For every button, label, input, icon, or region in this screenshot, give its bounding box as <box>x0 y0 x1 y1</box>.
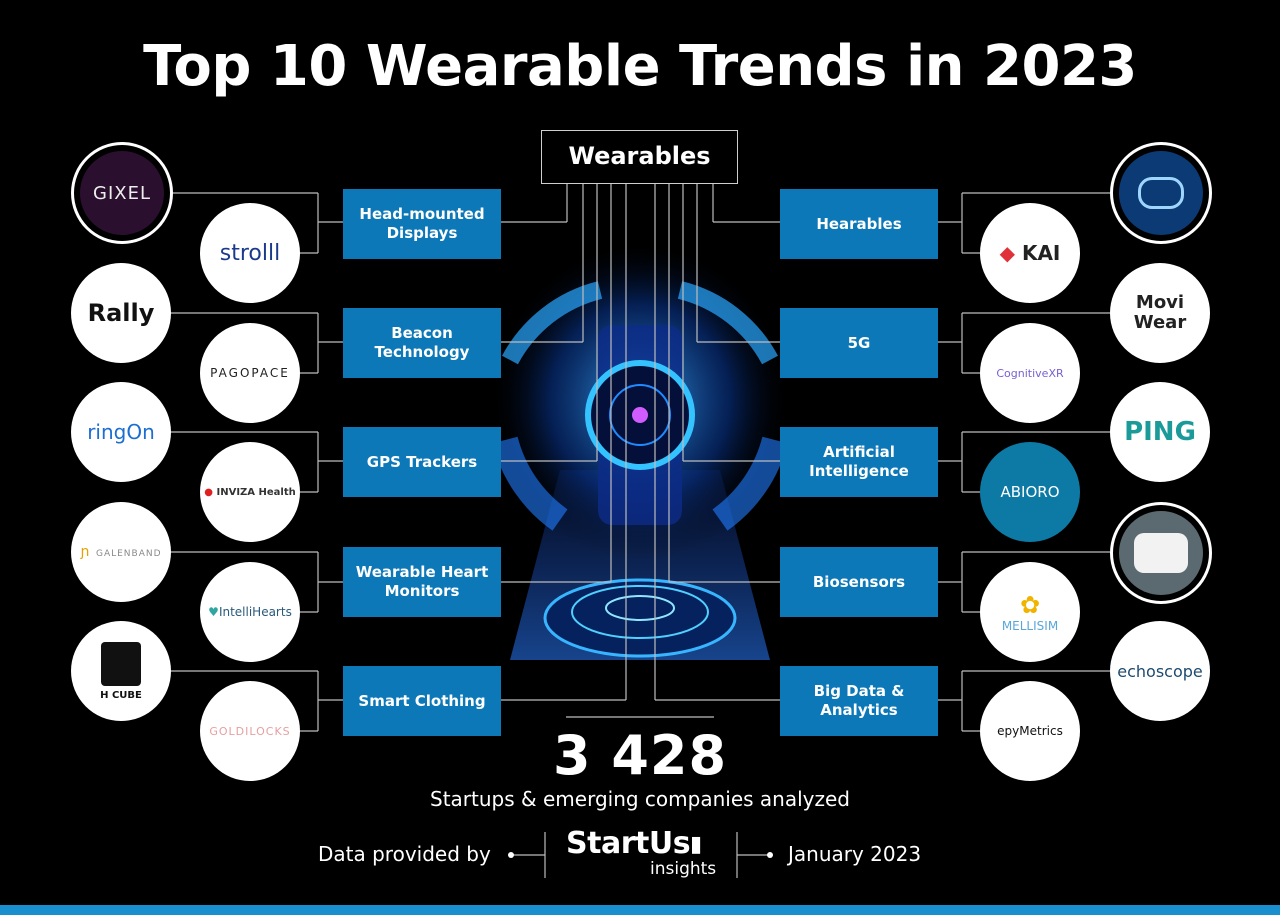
hologram-illustration <box>490 240 790 660</box>
bar-chart-icon: ▮ <box>690 832 703 857</box>
startup-count: 3 428 <box>552 724 728 787</box>
brand-main: StartUs <box>566 826 691 861</box>
inviza-health-label: INVIZA Health <box>216 486 296 498</box>
logo-echoscope: echoscope <box>1110 621 1210 721</box>
logo-strolll: strolll <box>200 203 300 303</box>
logo-ping: PING <box>1110 382 1210 482</box>
trend-biosensors: Biosensors <box>780 547 938 617</box>
logo-moviwear: Movi Wear <box>1110 263 1210 363</box>
trend-5g: 5G <box>780 308 938 378</box>
hub-label: Wearables <box>541 130 738 184</box>
startup-count-caption: Startups & emerging companies analyzed <box>430 787 850 811</box>
trend-artificial-intelligence: Artificial Intelligence <box>780 427 938 497</box>
trend-hearables: Hearables <box>780 189 938 259</box>
logo-h-cube: H CUBE <box>71 621 171 721</box>
logo-goldilocks: GOLDILOCKS <box>200 681 300 781</box>
logo-rally: Rally <box>71 263 171 363</box>
logo-epymetrics: epyMetrics <box>980 681 1080 781</box>
logo-ringon: ringOn <box>71 382 171 482</box>
logo-abioro: ABIORO <box>980 442 1080 542</box>
logo-mellisim: ✿ MELLISIM <box>980 562 1080 662</box>
logo-gixel: GIXEL <box>74 145 170 241</box>
oval-logo-mark <box>1138 177 1184 209</box>
h-cube-label: H CUBE <box>100 689 142 701</box>
report-date: January 2023 <box>788 842 922 866</box>
logo-galenband: ɲ GALENBAND <box>71 502 171 602</box>
trend-head-mounted-displays: Head-mounted Displays <box>343 189 501 259</box>
page-title: Top 10 Wearable Trends in 2023 <box>143 34 1137 99</box>
mellisim-label: MELLISIM <box>1001 619 1059 633</box>
trend-wearable-heart-monitors: Wearable Heart Monitors <box>343 547 501 617</box>
logo-pagopace: PAGOPACE <box>200 323 300 423</box>
logo-device-photo <box>1113 505 1209 601</box>
logo-inviza-health: ● INVIZA Health <box>200 442 300 542</box>
brand-sub: insights <box>650 859 717 879</box>
galenband-label: GALENBAND <box>95 549 162 559</box>
intellihearts-label: IntelliHearts <box>218 605 292 619</box>
startus-insights-logo: StartUs▮ insights <box>566 826 716 880</box>
logo-oval-device <box>1113 145 1209 241</box>
trend-smart-clothing: Smart Clothing <box>343 666 501 736</box>
logo-intellihearts: ♥IntelliHearts <box>200 562 300 662</box>
device-photo-mark <box>1134 533 1188 573</box>
trend-big-data-analytics: Big Data & Analytics <box>780 666 938 736</box>
logo-kai: ◆ KAI <box>980 203 1080 303</box>
trend-beacon-technology: Beacon Technology <box>343 308 501 378</box>
trend-gps-trackers: GPS Trackers <box>343 427 501 497</box>
kai-label: KAI <box>1021 241 1061 265</box>
bottom-accent-bar <box>0 905 1280 915</box>
logo-cognitivexr: CognitiveXR <box>980 323 1080 423</box>
data-provided-by: Data provided by <box>318 842 491 866</box>
